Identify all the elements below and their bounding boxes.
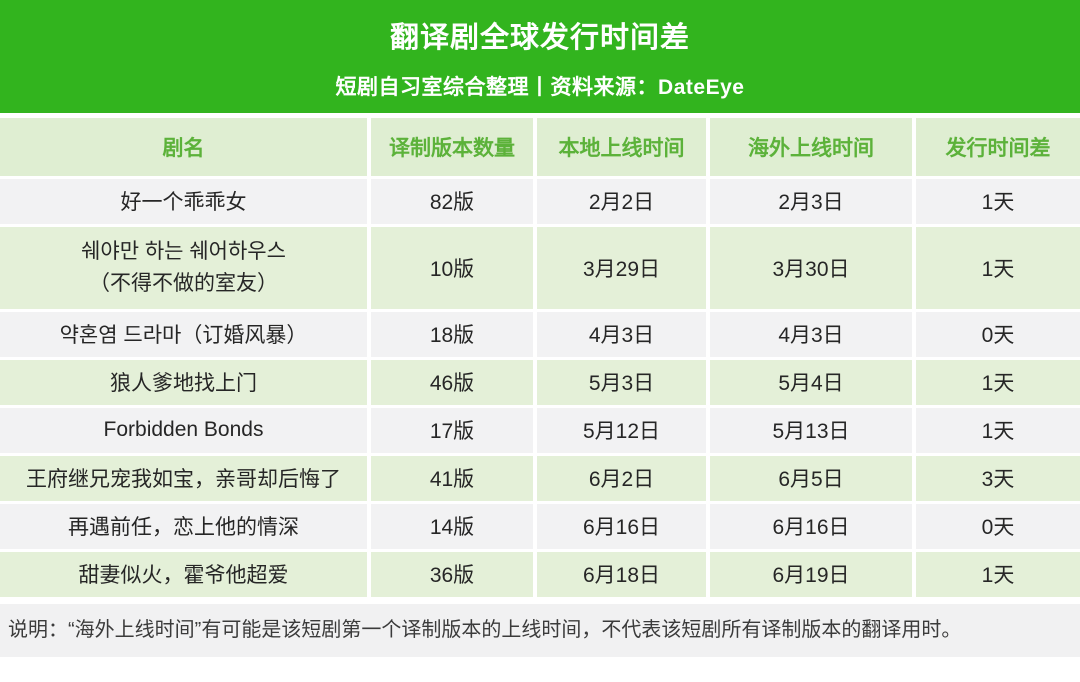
cell-overseas-launch: 6月19日 — [708, 550, 916, 600]
table-header-row: 剧名 译制版本数量 本地上线时间 海外上线时间 发行时间差 — [0, 118, 1080, 179]
cell-drama-name: 好一个乖乖女 — [0, 177, 371, 227]
drama-name-primary: 쉐야만 하는 쉐어하우스 — [81, 239, 286, 263]
table-row: 약혼염 드라마（订婚风暴） 18版 4月3日 4月3日 0天 — [0, 310, 1080, 360]
cell-overseas-launch: 6月5日 — [708, 454, 916, 504]
cell-release-gap: 0天 — [914, 502, 1080, 552]
cell-release-gap: 0天 — [914, 310, 1080, 360]
cell-local-launch: 2月2日 — [535, 177, 710, 227]
cell-overseas-launch: 4月3日 — [708, 310, 916, 360]
cell-drama-name: Forbidden Bonds — [0, 406, 371, 456]
cell-drama-name: 狼人爹地找上门 — [0, 358, 371, 408]
cell-overseas-launch: 5月4日 — [708, 358, 916, 408]
cell-release-gap: 3天 — [914, 454, 1080, 504]
col-header-local-launch: 本地上线时间 — [535, 118, 710, 179]
cell-local-launch: 5月12日 — [535, 406, 710, 456]
col-header-version-count: 译制版本数量 — [369, 118, 537, 179]
cell-version-count: 14版 — [369, 502, 537, 552]
cell-drama-name: 再遇前任，恋上他的情深 — [0, 502, 371, 552]
cell-overseas-launch: 6月16日 — [708, 502, 916, 552]
table-row: 甜妻似火，霍爷他超爱 36版 6月18日 6月19日 1天 — [0, 550, 1080, 600]
cell-local-launch: 3月29日 — [535, 225, 710, 312]
cell-overseas-launch: 2月3日 — [708, 177, 916, 227]
table-row: 王府继兄宠我如宝，亲哥却后悔了 41版 6月2日 6月5日 3天 — [0, 454, 1080, 504]
cell-release-gap: 1天 — [914, 358, 1080, 408]
cell-local-launch: 6月2日 — [535, 454, 710, 504]
footnote: 说明：“海外上线时间”有可能是该短剧第一个译制版本的上线时间，不代表该短剧所有译… — [0, 603, 1080, 657]
release-time-table: 剧名 译制版本数量 本地上线时间 海外上线时间 发行时间差 好一个乖乖女 82版… — [0, 118, 1080, 600]
page-title: 翻译剧全球发行时间差 — [389, 22, 690, 54]
cell-release-gap: 1天 — [914, 177, 1080, 227]
cell-version-count: 36版 — [369, 550, 537, 600]
cell-local-launch: 6月16日 — [535, 502, 710, 552]
table-row: Forbidden Bonds 17版 5月12日 5月13日 1天 — [0, 406, 1080, 456]
cell-version-count: 41版 — [369, 454, 537, 504]
cell-drama-name: 쉐야만 하는 쉐어하우스 （不得不做的室友） — [0, 225, 371, 312]
col-header-drama-name: 剧名 — [0, 118, 371, 179]
cell-version-count: 10版 — [369, 225, 537, 312]
table-row: 쉐야만 하는 쉐어하우스 （不得不做的室友） 10版 3月29日 3月30日 1… — [0, 225, 1080, 312]
cell-drama-name: 약혼염 드라마（订婚风暴） — [0, 310, 371, 360]
table-row: 狼人爹地找上门 46版 5月3日 5月4日 1天 — [0, 358, 1080, 408]
cell-version-count: 18版 — [369, 310, 537, 360]
cell-version-count: 82版 — [369, 177, 537, 227]
page-subtitle: 短剧自习室综合整理丨资料来源：DateEye — [335, 76, 745, 99]
table-row: 再遇前任，恋上他的情深 14版 6月16日 6月16日 0天 — [0, 502, 1080, 552]
cell-local-launch: 5月3日 — [535, 358, 710, 408]
cell-local-launch: 6月18日 — [535, 550, 710, 600]
cell-drama-name: 甜妻似火，霍爷他超爱 — [0, 550, 371, 600]
cell-release-gap: 1天 — [914, 550, 1080, 600]
col-header-release-gap: 发行时间差 — [914, 118, 1080, 179]
cell-overseas-launch: 3月30日 — [708, 225, 916, 312]
cell-overseas-launch: 5月13日 — [708, 406, 916, 456]
cell-release-gap: 1天 — [914, 406, 1080, 456]
cell-local-launch: 4月3日 — [535, 310, 710, 360]
cell-version-count: 46版 — [369, 358, 537, 408]
cell-release-gap: 1天 — [914, 225, 1080, 312]
header-banner: 翻译剧全球发行时间差 短剧自习室综合整理丨资料来源：DateEye — [0, 0, 1080, 113]
col-header-overseas-launch: 海外上线时间 — [708, 118, 916, 179]
table-row: 好一个乖乖女 82版 2月2日 2月3日 1天 — [0, 177, 1080, 227]
cell-version-count: 17版 — [369, 406, 537, 456]
cell-drama-name: 王府继兄宠我如宝，亲哥却后悔了 — [0, 454, 371, 504]
drama-name-secondary: （不得不做的室友） — [89, 271, 278, 295]
